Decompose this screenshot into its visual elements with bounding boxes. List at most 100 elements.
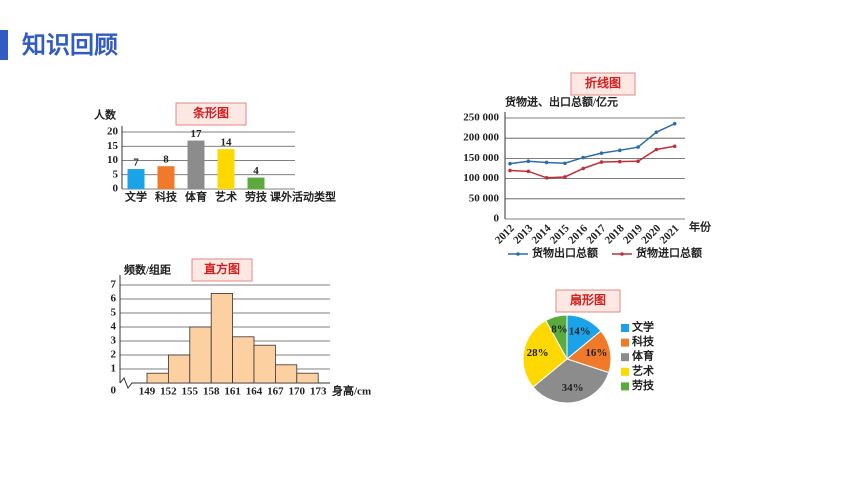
slide-title: 知识回顾 bbox=[22, 31, 118, 59]
point bbox=[672, 121, 677, 126]
y-tick-label: 7 bbox=[111, 279, 117, 291]
point bbox=[563, 161, 567, 166]
accent-bar bbox=[0, 30, 8, 60]
bar bbox=[189, 326, 212, 384]
bar bbox=[210, 292, 233, 384]
y-axis-label: 人数 bbox=[94, 108, 117, 122]
bar bbox=[247, 177, 265, 189]
bar bbox=[274, 364, 298, 384]
value-label: 8% bbox=[551, 324, 568, 336]
y-tick-label: 2 bbox=[111, 349, 117, 361]
value-label: 28% bbox=[527, 347, 549, 359]
point bbox=[618, 159, 622, 164]
legend-marker bbox=[620, 252, 624, 256]
legend-label: 货物出口总额 bbox=[531, 246, 598, 260]
slice bbox=[532, 358, 610, 404]
bar bbox=[296, 372, 319, 384]
bar bbox=[146, 372, 169, 384]
x-tick-label: 173 bbox=[310, 386, 327, 398]
legend-swatch bbox=[621, 324, 629, 332]
bar bbox=[167, 354, 191, 384]
value-label: 14% bbox=[569, 325, 591, 337]
x-tick-label: 149 bbox=[139, 386, 156, 398]
bar bbox=[253, 344, 276, 384]
chart-title: 折线图 bbox=[585, 75, 621, 90]
bar bbox=[232, 336, 255, 384]
value-label: 17 bbox=[191, 128, 203, 140]
x-axis-label: 年份 bbox=[689, 220, 712, 234]
y-axis-label: 频数/组距 bbox=[124, 263, 171, 277]
value-label: 14 bbox=[221, 137, 233, 149]
slice bbox=[545, 314, 568, 360]
x-tick-label: 158 bbox=[203, 386, 220, 398]
legend-swatch bbox=[621, 353, 629, 362]
legend-label: 体育 bbox=[632, 349, 654, 363]
point bbox=[618, 148, 622, 153]
title-box bbox=[191, 258, 253, 282]
value-label: 34% bbox=[562, 382, 584, 394]
legend-label: 科技 bbox=[632, 334, 655, 348]
point bbox=[599, 160, 604, 164]
y-tick-label: 0 bbox=[494, 213, 500, 225]
y-tick-label: 5 bbox=[113, 168, 119, 180]
y-tick-label: 20 bbox=[107, 126, 119, 138]
x-tick-label: 155 bbox=[182, 386, 199, 398]
y-tick-label: 10 bbox=[107, 154, 119, 166]
y-tick-label: 0 bbox=[111, 385, 117, 397]
bar bbox=[157, 166, 175, 189]
series-line bbox=[509, 122, 676, 165]
x-tick-label: 152 bbox=[160, 386, 177, 398]
legend-label: 艺术 bbox=[632, 363, 654, 377]
y-tick-label: 150 000 bbox=[463, 152, 499, 164]
title-box bbox=[570, 72, 636, 96]
point bbox=[563, 175, 567, 179]
point bbox=[581, 155, 585, 160]
x-axis-label: 身高/cm bbox=[332, 384, 371, 398]
value-label: 8 bbox=[163, 154, 169, 166]
point bbox=[636, 159, 640, 164]
x-tick-label: 文学 bbox=[125, 190, 147, 204]
y-tick-label: 1 bbox=[111, 363, 117, 375]
y-tick-label: 15 bbox=[107, 140, 119, 152]
x-tick-label: 170 bbox=[289, 386, 306, 398]
point bbox=[654, 130, 659, 134]
point bbox=[581, 166, 585, 171]
value-label: 16% bbox=[585, 347, 607, 359]
chart-title: 直方图 bbox=[204, 261, 240, 276]
x-tick-label: 167 bbox=[267, 386, 284, 398]
point bbox=[672, 144, 677, 149]
point bbox=[526, 169, 531, 174]
x-tick-label: 164 bbox=[246, 386, 263, 398]
title-box bbox=[555, 289, 621, 313]
point bbox=[544, 160, 549, 165]
slice bbox=[522, 319, 568, 388]
x-tick-label: 161 bbox=[224, 386, 241, 398]
bar bbox=[217, 149, 235, 189]
y-tick-label: 100 000 bbox=[463, 172, 499, 184]
y-tick-label: 50 000 bbox=[469, 192, 500, 204]
point bbox=[526, 159, 531, 164]
legend-swatch bbox=[621, 367, 629, 376]
axis-break bbox=[119, 377, 137, 389]
chart-title: 扇形图 bbox=[570, 292, 606, 307]
legend-swatch bbox=[621, 382, 629, 391]
bar bbox=[187, 140, 205, 189]
y-tick-label: 4 bbox=[111, 321, 117, 333]
y-tick-label: 3 bbox=[111, 335, 117, 347]
title-box bbox=[175, 102, 247, 126]
bar bbox=[127, 169, 145, 189]
x-tick-label: 科技 bbox=[155, 190, 178, 204]
chart-title: 条形图 bbox=[192, 105, 229, 120]
y-tick-label: 200 000 bbox=[463, 132, 499, 144]
series-line bbox=[509, 145, 675, 179]
x-axis-label: 课外活动类型 bbox=[270, 190, 336, 204]
value-label: 4 bbox=[253, 165, 259, 177]
x-tick-label: 劳技 bbox=[245, 190, 268, 204]
legend-marker bbox=[516, 252, 520, 256]
legend-label: 文学 bbox=[632, 320, 654, 334]
x-tick-label: 2021 bbox=[658, 222, 682, 246]
y-axis-label: 货物进、出口总额/亿元 bbox=[504, 95, 618, 109]
point bbox=[544, 175, 549, 180]
legend-swatch bbox=[621, 338, 629, 347]
y-tick-label: 5 bbox=[111, 307, 117, 319]
